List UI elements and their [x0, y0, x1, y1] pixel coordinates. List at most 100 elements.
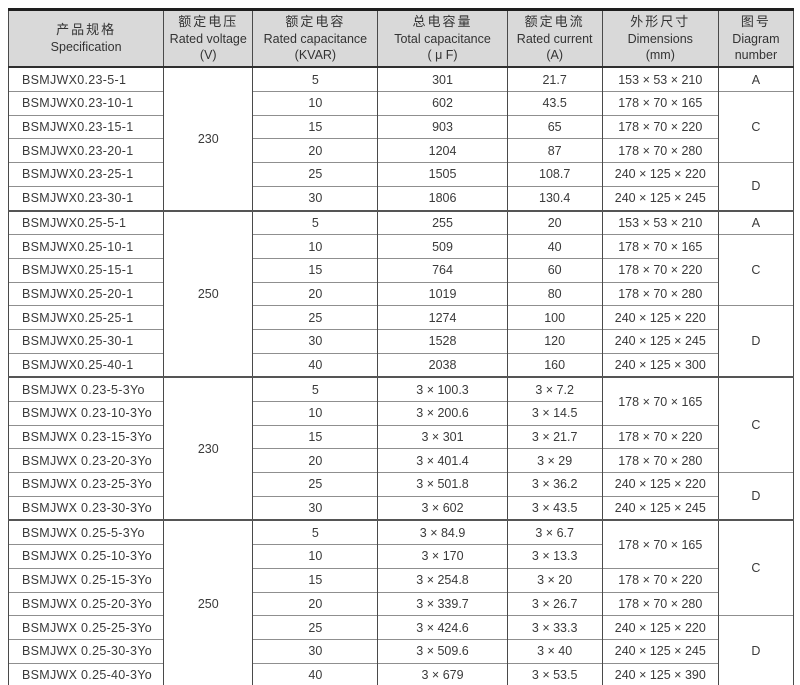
specification-cell: BSMJWX0.25-25-1 — [7, 305, 165, 330]
rated-current-cell: 3 × 53.5 — [506, 662, 603, 685]
rated-current-cell: 3 × 21.7 — [506, 424, 603, 449]
table-row: BSMJWX 0.25-20-3Yo 20 3 × 339.7 3 × 26.7 178… — [7, 591, 794, 616]
rated-current-cell: 108.7 — [506, 162, 603, 187]
specification-cell: BSMJWX0.25-20-1 — [7, 281, 165, 306]
rated-current-cell: 3 × 40 — [506, 638, 603, 664]
rated-current-cell: 3 × 14.5 — [506, 401, 603, 426]
diagram-number-cell: C — [717, 519, 795, 616]
header-rated-current-en: Rated current — [516, 31, 593, 46]
dimensions-cell: 153 × 53 × 210 — [601, 209, 719, 235]
header-rated-capacitance-en: Rated capacitance — [263, 31, 368, 46]
total-capacitance-cell: 3 × 84.9 — [377, 519, 508, 545]
rated-current-cell: 43.5 — [506, 91, 603, 116]
rated-current-cell: 80 — [506, 281, 603, 306]
table-row: BSMJWX 0.23-20-3Yo 20 3 × 401.4 3 × 29 178 ×… — [7, 448, 794, 473]
table-row: BSMJWX 0.25-10-3Yo 10 3 × 170 3 × 13.3 — [7, 544, 794, 569]
header-dimensions-en: Dimensions — [627, 31, 693, 46]
dimensions-cell: 178 × 70 × 220 — [601, 257, 719, 283]
diagram-number-cell: C — [717, 376, 795, 473]
header-rated-current-zh: 额定电流 — [524, 14, 585, 29]
specification-cell: BSMJWX 0.25-20-3Yo — [7, 591, 165, 616]
specification-cell: BSMJWX 0.25-30-3Yo — [7, 638, 165, 664]
table-body: BSMJWX0.23-5-1 230 5 301 21.7 153 × 53 × 210 A… — [7, 66, 795, 685]
specification-cell: BSMJWX0.23-25-1 — [7, 162, 165, 187]
header-rated-capacitance-unit: (KVAR) — [294, 48, 337, 63]
rated-capacitance-cell: 40 — [252, 352, 379, 378]
table-row: BSMJWX0.23-20-1 20 1204 87 178 × 70 × 280 — [7, 138, 794, 163]
header-rated-capacitance: 额定电容 Rated capacitance (KVAR) — [252, 9, 379, 69]
rated-current-cell: 3 × 33.3 — [506, 615, 603, 640]
diagram-number-cell: C — [717, 91, 795, 163]
header-diagram-number-en: Diagram number — [732, 31, 780, 63]
specification-cell: BSMJWX 0.23-20-3Yo — [7, 448, 165, 473]
specification-cell: BSMJWX0.25-30-1 — [7, 328, 165, 354]
rated-capacitance-cell: 15 — [252, 424, 379, 449]
total-capacitance-cell: 903 — [377, 114, 508, 139]
dimensions-cell: 240 × 125 × 245 — [601, 328, 719, 354]
dimensions-cell: 240 × 125 × 220 — [601, 615, 719, 640]
dimensions-cell: 240 × 125 × 220 — [601, 305, 719, 330]
total-capacitance-cell: 1204 — [377, 138, 508, 163]
total-capacitance-cell: 3 × 509.6 — [377, 638, 508, 664]
total-capacitance-cell: 3 × 100.3 — [377, 376, 508, 402]
header-rated-voltage-unit: (V) — [199, 48, 217, 63]
dimensions-cell: 240 × 125 × 220 — [601, 472, 719, 497]
rated-capacitance-cell: 30 — [252, 328, 379, 354]
table-row: BSMJWX 0.23-30-3Yo 30 3 × 602 3 × 43.5 240 ×… — [7, 495, 794, 521]
specification-cell: BSMJWX 0.23-30-3Yo — [7, 495, 165, 521]
rated-capacitance-cell: 25 — [252, 162, 379, 187]
rated-capacitance-cell: 20 — [252, 281, 379, 306]
specification-cell: BSMJWX 0.25-40-3Yo — [7, 662, 165, 685]
dimensions-cell: 240 × 125 × 245 — [601, 185, 719, 211]
specification-cell: BSMJWX 0.25-15-3Yo — [7, 567, 165, 593]
header-rated-voltage-zh: 额定电压 — [178, 14, 239, 29]
specification-cell: BSMJWX0.25-5-1 — [7, 209, 165, 235]
table-row: BSMJWX0.23-15-1 15 903 65 178 × 70 × 220 — [7, 114, 794, 139]
diagram-number-cell: D — [717, 162, 795, 211]
rated-voltage-cell: 230 — [163, 376, 254, 521]
header-rated-capacitance-zh: 额定电容 — [285, 14, 346, 29]
total-capacitance-cell: 3 × 679 — [377, 662, 508, 685]
total-capacitance-cell: 1019 — [377, 281, 508, 306]
dimensions-cell: 240 × 125 × 245 — [601, 638, 719, 664]
dimensions-cell: 178 × 70 × 165 — [601, 91, 719, 116]
total-capacitance-cell: 255 — [377, 209, 508, 235]
specification-cell: BSMJWX 0.23-5-3Yo — [7, 376, 165, 402]
rated-capacitance-cell: 5 — [252, 519, 379, 545]
header-rated-current: 额定电流 Rated current (A) — [506, 9, 603, 69]
rated-capacitance-cell: 10 — [252, 544, 379, 569]
header-dimensions-zh: 外形尺寸 — [630, 14, 691, 29]
table-row: BSMJWX0.23-25-1 25 1505 108.7 240 × 125 × 22… — [7, 162, 795, 211]
rated-current-cell: 3 × 13.3 — [506, 544, 603, 569]
total-capacitance-cell: 3 × 424.6 — [377, 615, 508, 640]
dimensions-cell: 178 × 70 × 280 — [601, 138, 719, 163]
table-row: BSMJWX0.25-5-1 250 5 255 20 153 × 53 × 210 A — [7, 209, 795, 378]
total-capacitance-cell: 602 — [377, 91, 508, 116]
specification-cell: BSMJWX0.23-30-1 — [7, 185, 165, 211]
dimensions-cell: 240 × 125 × 300 — [601, 352, 719, 378]
dimensions-cell: 178 × 70 × 280 — [601, 448, 719, 473]
table-row: BSMJWX 0.25-5-3Yo 250 5 3 × 84.9 3 × 6.7 178 … — [7, 519, 795, 685]
total-capacitance-cell: 301 — [377, 66, 508, 92]
rated-current-cell: 3 × 36.2 — [506, 472, 603, 497]
dimensions-cell: 240 × 125 × 245 — [601, 495, 719, 521]
header-rated-voltage: 额定电压 Rated voltage (V) — [163, 9, 254, 69]
total-capacitance-cell: 1528 — [377, 328, 508, 354]
dimensions-cell: 178 × 70 × 220 — [601, 567, 719, 593]
dimensions-cell: 178 × 70 × 220 — [601, 424, 719, 449]
rated-voltage-cell: 250 — [163, 209, 254, 378]
total-capacitance-cell: 764 — [377, 257, 508, 283]
header-total-capacitance-unit: ( μ F) — [427, 48, 458, 63]
table-row: BSMJWX0.23-30-1 30 1806 130.4 240 × 125 × 24… — [7, 185, 794, 211]
rated-current-cell: 3 × 6.7 — [506, 519, 603, 545]
dimensions-cell: 178 × 70 × 165 — [601, 519, 719, 569]
table-row: BSMJWX 0.25-25-3Yo 25 3 × 424.6 3 × 33.3 240… — [7, 615, 795, 685]
rated-capacitance-cell: 15 — [252, 567, 379, 593]
rated-capacitance-cell: 25 — [252, 615, 379, 640]
rated-capacitance-cell: 20 — [252, 591, 379, 616]
rated-capacitance-cell: 30 — [252, 185, 379, 211]
rated-capacitance-cell: 20 — [252, 448, 379, 473]
rated-capacitance-cell: 5 — [252, 66, 379, 92]
total-capacitance-cell: 1274 — [377, 305, 508, 330]
specification-cell: BSMJWX 0.23-15-3Yo — [7, 424, 165, 449]
